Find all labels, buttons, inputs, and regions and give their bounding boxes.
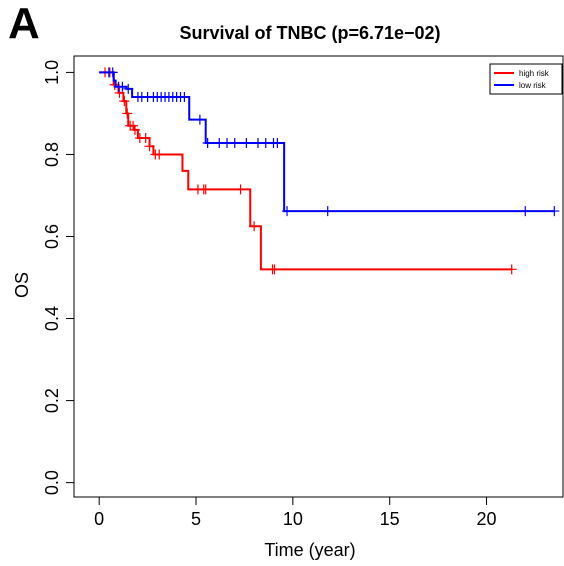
- y-tick-label: 0.0: [42, 470, 62, 495]
- x-tick-label: 0: [94, 509, 104, 529]
- censor-mark: [241, 137, 252, 148]
- censor-mark: [107, 67, 118, 78]
- censor-mark: [122, 108, 133, 119]
- censor-mark: [520, 206, 531, 217]
- censor-mark: [235, 184, 246, 195]
- y-tick-label: 0.8: [42, 142, 62, 167]
- y-tick-label: 0.6: [42, 224, 62, 249]
- censor-mark: [200, 184, 211, 195]
- series-high-risk: [99, 67, 517, 275]
- censor-mark: [272, 137, 283, 148]
- censor-mark: [322, 206, 333, 217]
- panel-label: A: [8, 0, 40, 48]
- series-low-risk: [99, 67, 560, 217]
- legend-box: [489, 63, 563, 95]
- x-tick-label: 5: [191, 509, 201, 529]
- axes: 0 5 10 15 20 0.0 0.2 0.4 0.6 0.8 1.0: [42, 60, 497, 529]
- chart-title: Survival of TNBC (p=6.71e−02): [179, 23, 440, 43]
- y-axis-label: OS: [12, 272, 32, 298]
- censor-mark: [202, 137, 213, 148]
- censor-mark: [130, 124, 141, 135]
- censor-mark: [549, 206, 560, 217]
- y-tick-label: 0.4: [42, 306, 62, 331]
- censor-mark: [117, 81, 128, 92]
- censor-mark: [194, 114, 205, 125]
- y-tick-label: 1.0: [42, 60, 62, 85]
- censor-mark: [154, 149, 165, 160]
- x-tick-label: 15: [380, 509, 400, 529]
- x-axis-label: Time (year): [264, 540, 355, 560]
- censor-mark: [179, 92, 190, 103]
- censor-mark: [229, 137, 240, 148]
- censor-mark: [249, 221, 260, 232]
- censor-mark: [506, 264, 517, 275]
- censor-mark: [269, 264, 280, 275]
- survival-curve: [99, 71, 555, 213]
- x-tick-label: 20: [477, 509, 497, 529]
- censor-mark: [140, 133, 151, 144]
- legend-label: low risk: [519, 81, 547, 90]
- legend: high risk low risk: [489, 63, 563, 95]
- censor-mark: [282, 206, 293, 217]
- x-tick-label: 10: [283, 509, 303, 529]
- censor-mark: [119, 96, 130, 107]
- legend-label: high risk: [519, 69, 550, 78]
- censor-mark: [114, 87, 125, 98]
- plot-area-frame: [73, 55, 564, 498]
- y-tick-label: 0.2: [42, 388, 62, 413]
- series-layer: [99, 67, 560, 275]
- censor-mark: [128, 120, 139, 131]
- censor-mark: [144, 141, 155, 152]
- censor-mark: [123, 83, 134, 94]
